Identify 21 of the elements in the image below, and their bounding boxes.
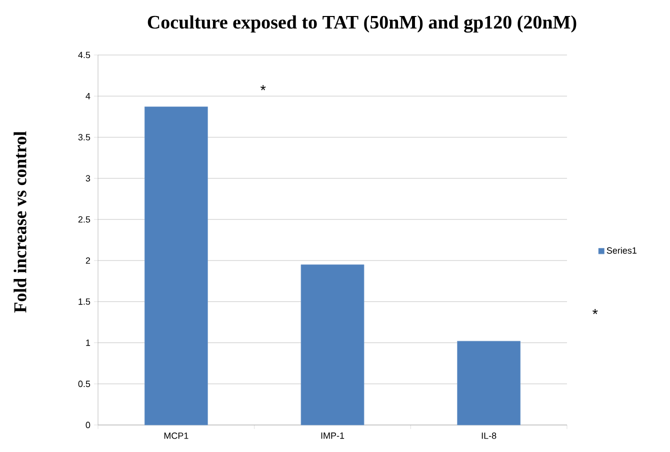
y-tick-label: 3 — [86, 175, 90, 182]
legend-label: Series1 — [606, 247, 636, 254]
y-tick-label: 2.5 — [78, 216, 90, 223]
y-tick-label: 1.5 — [78, 298, 90, 305]
y-tick-label: 4 — [86, 93, 90, 100]
y-tick-label: 4.5 — [78, 52, 90, 58]
text: * — [592, 309, 598, 314]
x-tick-label: IL-8 — [482, 432, 496, 439]
y-tick-label: 0.5 — [78, 380, 90, 388]
x-tick-label: MCP1 — [164, 432, 188, 439]
y-axis-title: Fold increase vs control — [14, 131, 26, 313]
bar — [300, 264, 364, 426]
y-tick-label: 1 — [86, 340, 90, 346]
y-tick-label: 0 — [86, 422, 90, 428]
bar — [144, 106, 208, 426]
annotation: * — [260, 85, 266, 90]
y-tick-label: 3.5 — [78, 134, 90, 140]
y-tick-label: 2 — [86, 257, 90, 264]
bar — [457, 340, 521, 426]
chart-title: Coculture exposed to TAT (50nM) and gp120 (20nM) — [148, 15, 576, 33]
x-tick-label: IMP-1 — [321, 432, 344, 439]
